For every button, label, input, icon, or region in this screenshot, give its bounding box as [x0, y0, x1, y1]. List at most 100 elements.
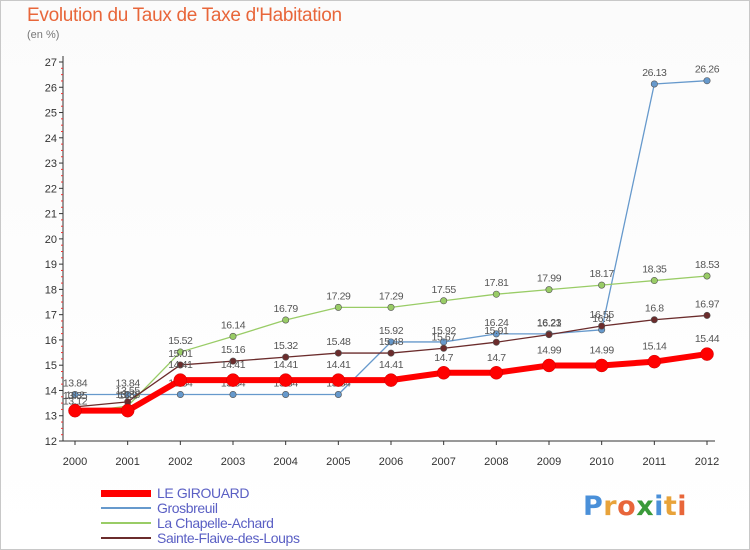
data-label-sainte-flaive-des-loups: 15.32 [274, 340, 299, 352]
y-tick-label: 27 [45, 57, 57, 69]
x-tick-label: 2009 [537, 456, 561, 468]
legend-label: Sainte-Flaive-des-Loups [157, 530, 300, 546]
data-label-le-girouard: 15.44 [695, 333, 720, 345]
y-tick-label: 13 [45, 411, 57, 423]
x-tick-label: 2010 [589, 456, 613, 468]
logo-letter: r [603, 491, 618, 522]
data-point-la-chapelle-achard [229, 332, 237, 340]
data-point-la-chapelle-achard [176, 348, 184, 356]
y-tick-label: 23 [45, 158, 57, 170]
data-point-le-girouard [436, 366, 451, 380]
data-label-sainte-flaive-des-loups: 15.91 [484, 325, 509, 337]
data-point-sainte-flaive-des-loups [650, 316, 658, 324]
data-point-grosbreuil [229, 391, 237, 399]
data-label-sainte-flaive-des-loups: 16.21 [537, 318, 562, 330]
data-label-la-chapelle-achard: 18.17 [590, 268, 615, 280]
x-tick-label: 2007 [431, 456, 455, 468]
data-point-la-chapelle-achard [598, 281, 606, 289]
logo-letter: o [617, 491, 637, 522]
data-point-sainte-flaive-des-loups [282, 353, 290, 361]
data-point-la-chapelle-achard [703, 272, 711, 280]
logo-letter: x [636, 491, 655, 522]
data-label-le-girouard: 13.2 [118, 390, 137, 402]
chart-unit-label: (en %) [27, 29, 60, 41]
data-label-grosbreuil: 15.92 [379, 325, 404, 337]
data-point-sainte-flaive-des-loups [334, 349, 342, 357]
data-point-la-chapelle-achard [440, 297, 448, 305]
data-point-le-girouard [542, 358, 556, 373]
x-tick-label: 2004 [273, 456, 297, 468]
y-tick-label: 12 [45, 436, 57, 448]
logo-letter: P [583, 491, 604, 522]
x-tick-label: 2008 [484, 456, 508, 468]
data-point-le-girouard [120, 403, 135, 418]
x-tick-label: 2012 [695, 456, 719, 468]
data-label-le-girouard: 14.41 [326, 359, 351, 371]
x-tick-label: 2011 [643, 456, 667, 468]
x-tick-label: 2001 [115, 456, 139, 468]
y-tick-label: 22 [45, 183, 57, 195]
data-label-la-chapelle-achard: 18.53 [695, 259, 720, 271]
legend-label: Grosbreuil [157, 500, 218, 516]
data-point-sainte-flaive-des-loups [387, 349, 395, 357]
data-point-grosbreuil [124, 391, 132, 399]
data-point-le-girouard [489, 366, 504, 380]
data-point-la-chapelle-achard [334, 303, 342, 311]
y-tick-label: 19 [45, 259, 57, 271]
data-point-sainte-flaive-des-loups [703, 311, 711, 319]
data-label-sainte-flaive-des-loups: 15.67 [432, 331, 457, 343]
data-label-sainte-flaive-des-loups: 15.16 [221, 344, 246, 356]
legend-swatch [101, 490, 151, 497]
logo-letter: i [654, 491, 664, 522]
y-tick-label: 25 [45, 108, 57, 120]
data-label-grosbreuil: 16.24 [484, 317, 509, 329]
data-label-le-girouard: 14.7 [434, 352, 453, 364]
data-label-grosbreuil: 13.84 [116, 378, 141, 390]
data-label-grosbreuil: 16.4 [592, 313, 611, 325]
data-point-le-girouard [226, 373, 240, 387]
y-tick-label: 15 [45, 360, 57, 372]
data-label-sainte-flaive-des-loups: 16.8 [645, 303, 664, 315]
data-label-la-chapelle-achard: 16.14 [221, 319, 246, 331]
data-label-la-chapelle-achard: 17.29 [326, 290, 351, 302]
data-label-la-chapelle-achard: 17.29 [379, 290, 404, 302]
data-label-sainte-flaive-des-loups: 15.48 [379, 336, 404, 348]
data-label-le-girouard: 14.7 [487, 352, 506, 364]
y-tick-label: 16 [45, 335, 57, 347]
data-label-le-girouard: 14.41 [274, 359, 299, 371]
data-label-grosbreuil: 13.84 [63, 378, 88, 390]
data-point-grosbreuil [387, 338, 395, 346]
data-label-sainte-flaive-des-loups: 15.01 [168, 348, 193, 360]
data-label-la-chapelle-achard: 16.79 [274, 303, 299, 315]
data-label-grosbreuil: 16.23 [537, 317, 562, 329]
data-label-la-chapelle-achard: 13.38 [116, 389, 141, 401]
data-point-la-chapelle-achard [545, 286, 553, 294]
y-tick-label: 26 [45, 82, 57, 94]
legend-swatch [101, 537, 151, 539]
x-tick-label: 2000 [63, 456, 87, 468]
data-point-le-girouard [647, 354, 662, 369]
data-point-grosbreuil [282, 391, 290, 399]
legend-swatch [101, 522, 151, 524]
x-tick-label: 2005 [326, 456, 350, 468]
y-tick-label: 20 [45, 234, 57, 246]
data-point-sainte-flaive-des-loups [492, 338, 500, 346]
data-point-grosbreuil [703, 77, 711, 85]
data-label-grosbreuil: 15.92 [432, 325, 457, 337]
data-point-le-girouard [594, 358, 609, 373]
proxiti-logo: Proxiti [583, 491, 687, 522]
data-label-le-girouard: 14.99 [537, 344, 562, 356]
data-label-la-chapelle-achard: 13.12 [63, 396, 88, 408]
data-point-grosbreuil [650, 80, 658, 88]
y-tick-label: 18 [45, 284, 57, 296]
data-point-la-chapelle-achard [650, 277, 658, 285]
chart-title: Evolution du Taux de Taxe d'Habitation [27, 5, 342, 26]
data-point-le-girouard [384, 373, 398, 387]
data-label-le-girouard: 14.41 [379, 359, 404, 371]
legend-label: La Chapelle-Achard [157, 515, 274, 531]
data-label-la-chapelle-achard: 17.81 [484, 277, 509, 289]
data-point-sainte-flaive-des-loups [598, 322, 606, 330]
data-point-la-chapelle-achard [282, 316, 290, 324]
